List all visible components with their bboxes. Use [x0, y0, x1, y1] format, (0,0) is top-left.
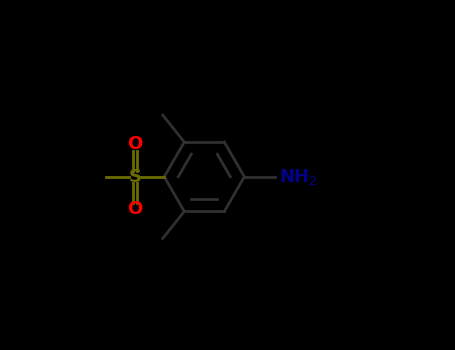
Text: O: O — [127, 135, 142, 153]
Text: S: S — [128, 168, 142, 186]
Text: O: O — [127, 200, 142, 218]
Text: NH$_2$: NH$_2$ — [279, 167, 318, 187]
